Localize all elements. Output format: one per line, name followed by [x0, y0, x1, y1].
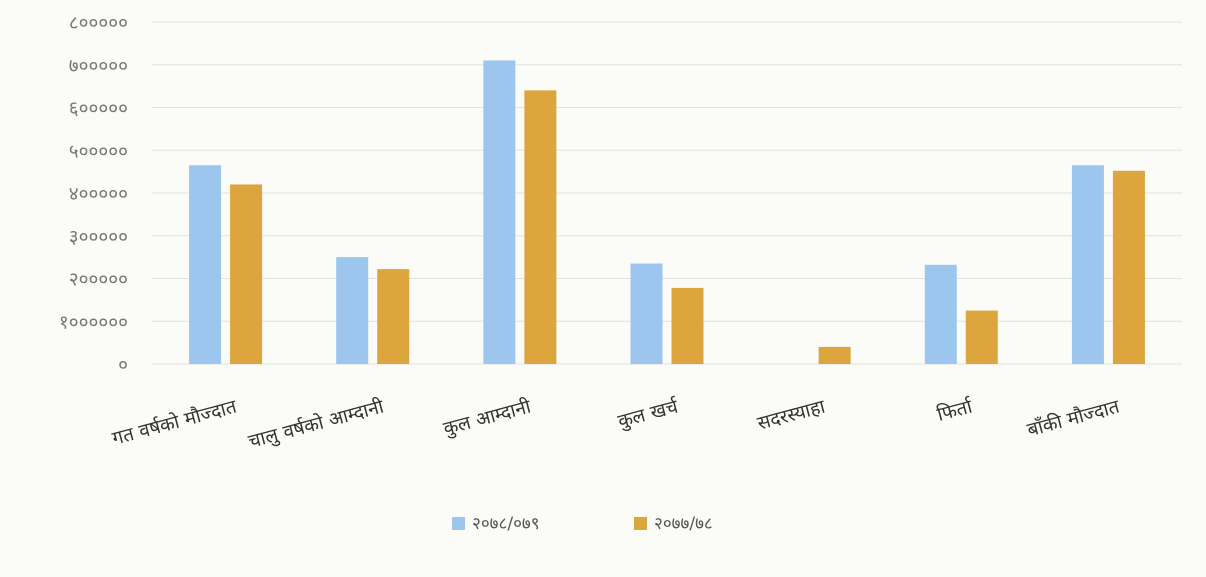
bar	[189, 165, 222, 364]
x-tick-label: गत वर्षको मौज्दात	[110, 394, 240, 450]
y-tick-label: १००००००	[59, 311, 128, 333]
y-tick-label: ६०००००	[69, 98, 128, 120]
bar	[377, 269, 410, 364]
legend-label: २०७८/०७९	[472, 514, 540, 534]
y-tick-label: ५०००००	[69, 140, 128, 162]
bar	[1112, 170, 1145, 364]
legend: २०७८/०७९ २०७७/७८	[452, 514, 713, 534]
x-tick-label: सदरस्याहा	[755, 395, 828, 434]
x-tick-label: बाँकी मौज्दात	[1025, 394, 1123, 441]
bars	[189, 60, 1145, 365]
bar	[924, 264, 957, 364]
bar	[230, 184, 263, 364]
y-tick-label: ३०००००	[69, 226, 128, 248]
y-tick-label: ७०००००	[69, 55, 128, 77]
y-axis-ticks: ० १०००००० २००००० ३००००० ४००००० ५००००० ६००००० ७०…	[59, 12, 128, 376]
y-tick-label: ०	[118, 354, 128, 376]
bar	[965, 310, 998, 364]
bar	[671, 287, 704, 364]
bar	[336, 257, 369, 364]
x-axis-ticks: गत वर्षको मौज्दात चालु वर्षको आम्दानी कुल …	[110, 394, 1123, 453]
gridlines	[152, 21, 1182, 365]
legend-swatch	[634, 517, 647, 530]
y-tick-label: २०००००	[69, 269, 128, 291]
x-tick-label: चालु वर्षको आम्दानी	[246, 394, 388, 453]
bar	[818, 346, 851, 364]
x-tick-label: कुल आम्दानी	[441, 394, 535, 441]
y-tick-label: ८०००००	[69, 12, 128, 34]
legend-label: २०७७/७८	[654, 514, 713, 534]
y-tick-label: ४०००००	[69, 183, 128, 205]
bar	[1071, 165, 1104, 364]
bar	[630, 263, 663, 364]
x-tick-label: फिर्ता	[935, 394, 976, 426]
bar	[524, 90, 557, 365]
x-tick-label: कुल खर्च	[615, 394, 681, 433]
bar	[483, 60, 516, 364]
legend-swatch	[452, 517, 465, 530]
